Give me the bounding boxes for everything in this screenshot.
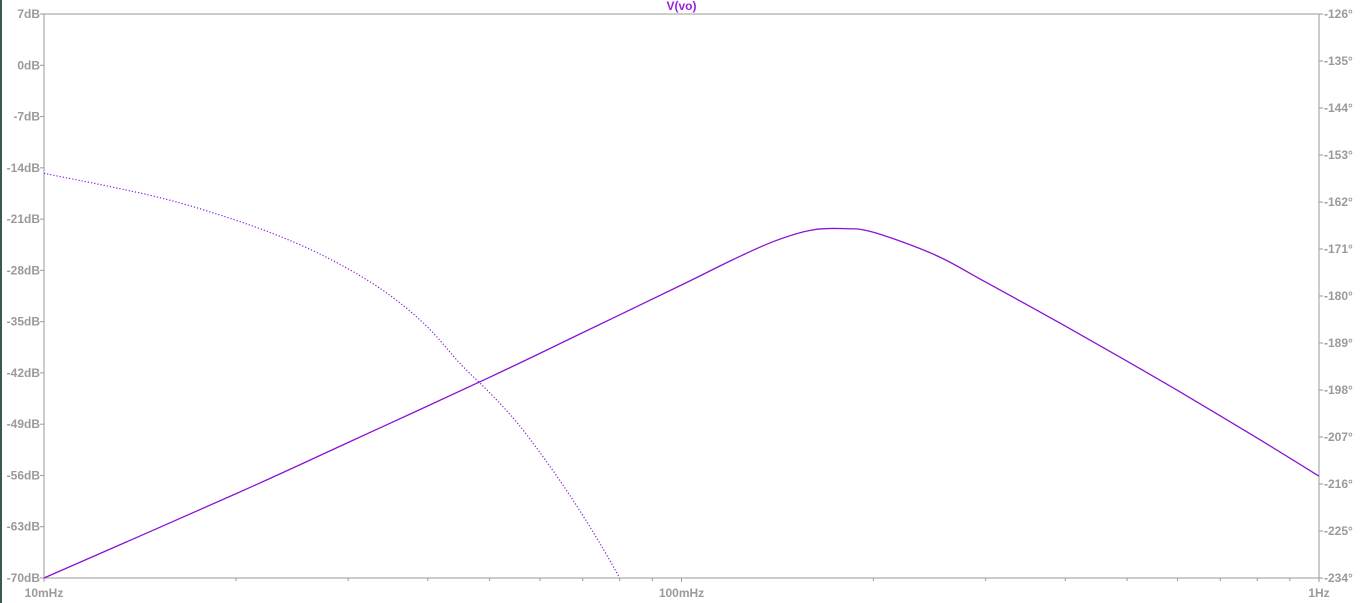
left-axis-tick-label: -7dB (13, 110, 40, 124)
left-axis-tick-label: -49dB (7, 417, 41, 431)
right-axis-tick-label: -198° (1324, 383, 1353, 397)
x-axis-tick-label: 10mHz (25, 586, 64, 600)
right-axis-tick-label: -189° (1324, 336, 1353, 350)
magnitude-trace[interactable] (43, 227, 1320, 579)
right-axis-tick-label: -171° (1324, 242, 1353, 256)
right-axis-tick-label: -225° (1324, 524, 1353, 538)
x-axis-ticks: 10mHz 100mHz 1Hz (25, 578, 1330, 600)
right-axis-tick-label: -126° (1324, 7, 1353, 21)
left-axis-tick-label: -35dB (7, 315, 41, 329)
left-axis-tick-label: 7dB (17, 7, 40, 21)
window-left-border (0, 0, 2, 603)
right-axis-tick-label: -207° (1324, 430, 1353, 444)
right-axis-ticks: -126° -135° -144° -153° -162° -171° -180° -189°… (1319, 7, 1353, 585)
phase-trace[interactable] (43, 172, 621, 579)
left-axis-ticks: 7dB 0dB -7dB -14dB -21dB -28dB -35dB -42dB -49dB… (7, 7, 44, 585)
right-axis-tick-label: -153° (1324, 148, 1353, 162)
right-axis-tick-label: -216° (1324, 477, 1353, 491)
right-axis-tick-label: -234° (1324, 571, 1353, 585)
left-axis-tick-label: -14dB (7, 161, 41, 175)
right-axis-tick-label: -144° (1324, 101, 1353, 115)
left-axis-tick-label: -63dB (7, 520, 41, 534)
x-axis-tick-label: 100mHz (659, 586, 704, 600)
right-axis-tick-label: -135° (1324, 54, 1353, 68)
left-axis-tick-label: 0dB (17, 58, 40, 72)
left-axis-tick-label: -70dB (7, 571, 41, 585)
right-axis-tick-label: -162° (1324, 195, 1353, 209)
left-axis-tick-label: -28dB (7, 263, 41, 277)
x-axis-tick-label: 1Hz (1308, 586, 1329, 600)
left-axis-tick-label: -42dB (7, 366, 41, 380)
trace-title[interactable]: V(vo) (667, 0, 697, 13)
left-axis-tick-label: -21dB (7, 212, 41, 226)
left-axis-tick-label: -56dB (7, 468, 41, 482)
right-axis-tick-label: -180° (1324, 289, 1353, 303)
traces (43, 172, 1320, 579)
